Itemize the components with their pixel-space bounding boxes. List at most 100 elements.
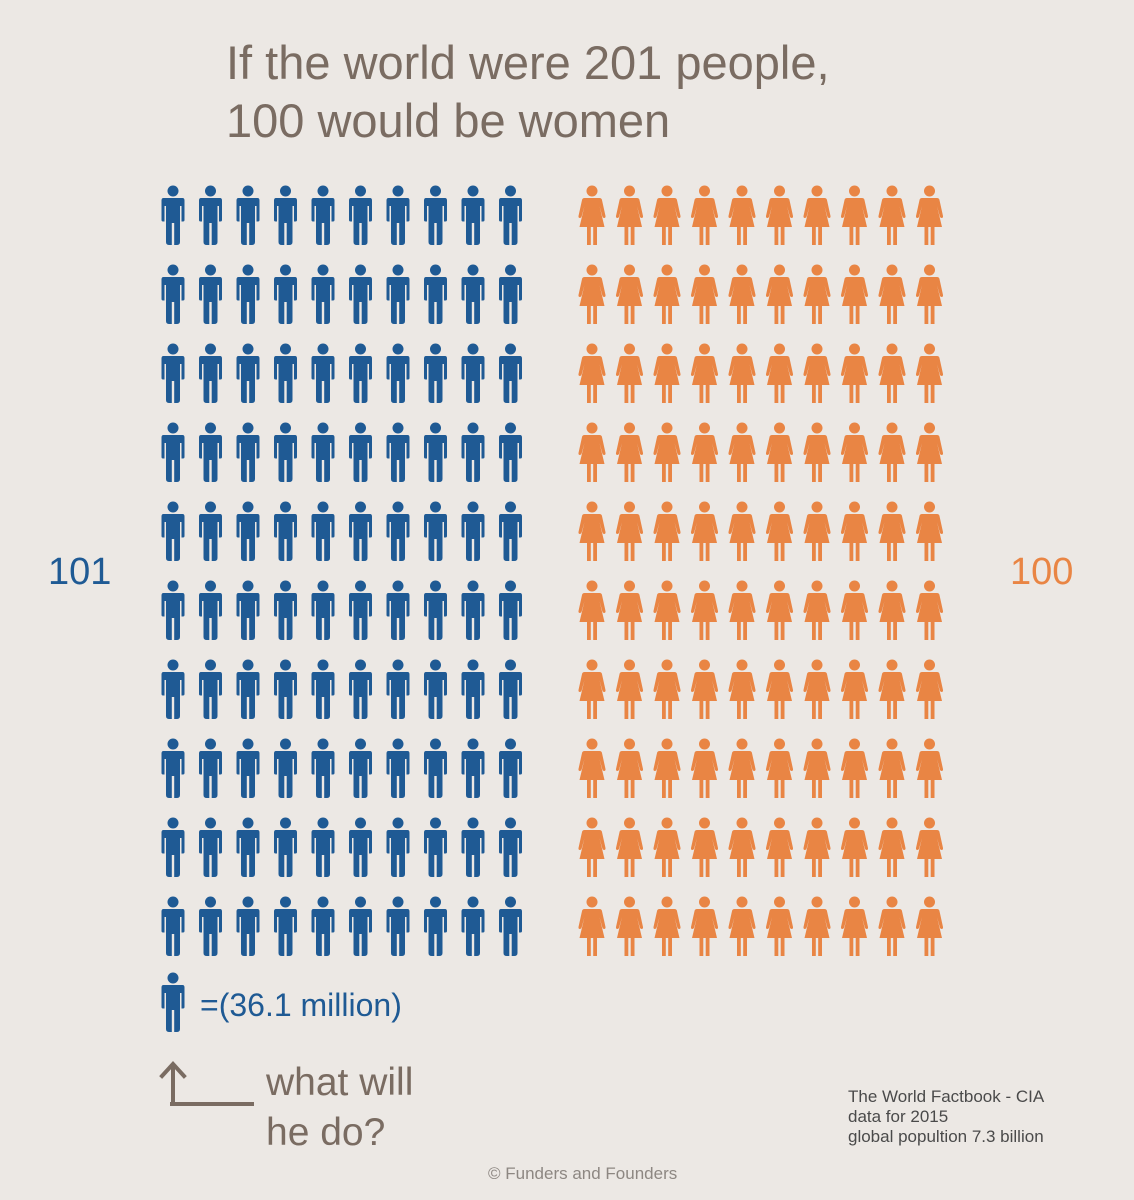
male-person-icon bbox=[349, 343, 372, 403]
male-person-icon bbox=[199, 185, 222, 245]
female-person-icon bbox=[690, 264, 719, 324]
male-person-icon bbox=[461, 343, 485, 403]
female-person-icon bbox=[803, 659, 831, 719]
female-person-icon bbox=[878, 738, 906, 798]
male-person-icon bbox=[424, 738, 447, 798]
female-person-icon bbox=[840, 264, 869, 324]
female-person-icon bbox=[803, 422, 831, 482]
male-person-icon bbox=[274, 580, 297, 640]
female-person-icon bbox=[878, 264, 906, 324]
female-person-icon bbox=[728, 501, 756, 561]
female-person-icon bbox=[840, 896, 869, 956]
male-person-icon bbox=[274, 896, 297, 956]
female-person-icon bbox=[840, 343, 869, 403]
male-person-icon bbox=[236, 817, 260, 877]
female-person-icon bbox=[803, 343, 831, 403]
female-person-icon bbox=[728, 185, 756, 245]
male-person-icon bbox=[424, 185, 447, 245]
male-person-icon bbox=[161, 659, 185, 719]
copyright: © Funders and Founders bbox=[488, 1164, 678, 1183]
male-person-icon bbox=[424, 343, 447, 403]
male-person-icon bbox=[161, 817, 185, 877]
male-person-icon bbox=[424, 659, 447, 719]
female-person-icon bbox=[615, 343, 644, 403]
female-person-icon bbox=[690, 896, 719, 956]
female-person-icon bbox=[765, 501, 794, 561]
male-person-icon bbox=[274, 264, 297, 324]
female-person-icon bbox=[615, 185, 644, 245]
female-person-icon bbox=[578, 264, 606, 324]
female-person-icon bbox=[690, 422, 719, 482]
female-person-icon bbox=[578, 343, 606, 403]
women-count-label: 100 bbox=[1010, 551, 1074, 593]
female-person-icon bbox=[728, 817, 756, 877]
female-person-icon bbox=[578, 501, 606, 561]
male-person-icon bbox=[161, 896, 185, 956]
female-person-icon bbox=[878, 580, 906, 640]
female-person-icon bbox=[878, 501, 906, 561]
men-grid bbox=[161, 185, 522, 956]
male-person-icon bbox=[311, 896, 335, 956]
male-person-icon bbox=[199, 659, 222, 719]
male-person-icon bbox=[274, 185, 297, 245]
female-person-icon bbox=[915, 738, 944, 798]
male-person-icon bbox=[274, 817, 297, 877]
female-person-icon bbox=[803, 264, 831, 324]
female-person-icon bbox=[915, 422, 944, 482]
male-person-icon bbox=[311, 738, 335, 798]
female-person-icon bbox=[615, 659, 644, 719]
female-person-icon bbox=[915, 185, 944, 245]
female-person-icon bbox=[728, 343, 756, 403]
female-person-icon bbox=[878, 343, 906, 403]
male-person-icon bbox=[461, 501, 485, 561]
male-person-icon bbox=[499, 501, 522, 561]
female-person-icon bbox=[653, 580, 681, 640]
female-person-icon bbox=[878, 185, 906, 245]
male-person-icon bbox=[311, 185, 335, 245]
female-person-icon bbox=[615, 264, 644, 324]
female-person-icon bbox=[840, 738, 869, 798]
male-person-icon bbox=[424, 580, 447, 640]
female-person-icon bbox=[878, 896, 906, 956]
female-person-icon bbox=[765, 817, 794, 877]
female-person-icon bbox=[690, 343, 719, 403]
female-person-icon bbox=[915, 580, 944, 640]
male-person-icon bbox=[349, 817, 372, 877]
female-person-icon bbox=[803, 185, 831, 245]
female-person-icon bbox=[803, 738, 831, 798]
female-person-icon bbox=[765, 422, 794, 482]
female-person-icon bbox=[653, 896, 681, 956]
female-person-icon bbox=[765, 343, 794, 403]
female-person-icon bbox=[915, 896, 944, 956]
male-person-icon bbox=[461, 264, 485, 324]
female-person-icon bbox=[653, 422, 681, 482]
male-person-icon bbox=[236, 343, 260, 403]
male-person-icon bbox=[311, 422, 335, 482]
male-person-icon bbox=[199, 501, 222, 561]
male-person-icon bbox=[161, 580, 185, 640]
male-person-icon bbox=[199, 580, 222, 640]
male-person-icon bbox=[311, 501, 335, 561]
female-person-icon bbox=[728, 659, 756, 719]
unit-male-person-icon bbox=[161, 972, 185, 1032]
male-person-icon bbox=[311, 659, 335, 719]
male-person-icon bbox=[386, 501, 410, 561]
female-person-icon bbox=[653, 501, 681, 561]
question-text: what will he do? bbox=[266, 1061, 414, 1154]
female-person-icon bbox=[615, 738, 644, 798]
male-person-icon bbox=[499, 817, 522, 877]
male-person-icon bbox=[461, 817, 485, 877]
unit-label: =(36.1 million) bbox=[200, 987, 402, 1023]
female-person-icon bbox=[915, 343, 944, 403]
source-note: The World Factbook - CIA data for 2015 g… bbox=[848, 1087, 1045, 1146]
female-person-icon bbox=[728, 896, 756, 956]
male-person-icon bbox=[236, 185, 260, 245]
female-person-icon bbox=[915, 264, 944, 324]
female-person-icon bbox=[878, 422, 906, 482]
male-person-icon bbox=[199, 738, 222, 798]
female-person-icon bbox=[765, 896, 794, 956]
male-person-icon bbox=[386, 896, 410, 956]
female-person-icon bbox=[578, 896, 606, 956]
male-person-icon bbox=[499, 738, 522, 798]
male-person-icon bbox=[349, 659, 372, 719]
